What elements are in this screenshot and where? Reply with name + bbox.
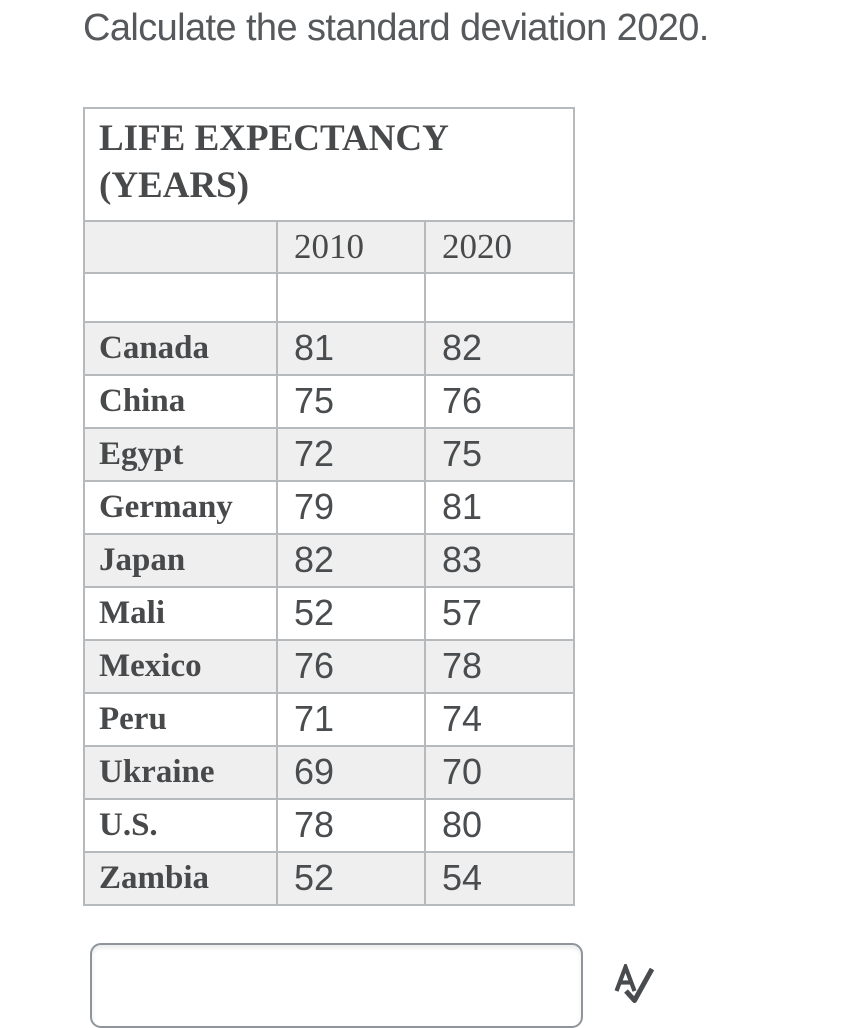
value-2020: 75 [423, 426, 576, 482]
value-2010: 82 [276, 532, 426, 588]
value-2010: 69 [276, 744, 426, 800]
country-label: Egypt [83, 426, 278, 482]
value-2020: 70 [423, 744, 576, 800]
empty-row [83, 271, 576, 323]
table-row-japan: Japan 82 83 [83, 532, 576, 588]
table-row-us: U.S. 78 80 [83, 797, 576, 853]
header-empty-cell [83, 219, 278, 274]
life-expectancy-table: LIFE EXPECTANCY (YEARS) 2010 2020 Canada… [82, 106, 576, 906]
value-2010: 75 [276, 373, 426, 429]
country-label: Zambia [83, 850, 278, 906]
table-row-egypt: Egypt 72 75 [83, 426, 576, 482]
spellcheck-icon [614, 961, 655, 1004]
table-row-zambia: Zambia 52 54 [83, 850, 576, 906]
table-row-ukraine: Ukraine 69 70 [83, 744, 576, 800]
table-row-china: China 75 76 [83, 373, 576, 429]
value-2010: 71 [276, 691, 426, 747]
value-2010: 76 [276, 638, 426, 694]
value-2020: 83 [423, 532, 576, 588]
country-label: Canada [83, 320, 278, 376]
country-label: U.S. [83, 797, 278, 853]
table-title: LIFE EXPECTANCY (YEARS) [82, 106, 576, 222]
table-row-mali: Mali 52 57 [83, 585, 576, 641]
country-label: Ukraine [83, 744, 278, 800]
country-label: Japan [83, 532, 278, 588]
value-2010: 81 [276, 320, 426, 376]
table-header-row: 2010 2020 [83, 219, 576, 274]
table-row-canada: Canada 81 82 [83, 320, 576, 376]
value-2020: 57 [423, 585, 576, 641]
value-2010: 78 [276, 797, 426, 853]
table-title-row: LIFE EXPECTANCY (YEARS) [82, 106, 576, 222]
table-row-germany: Germany 79 81 [83, 479, 576, 535]
value-2010: 52 [276, 850, 426, 906]
country-label: Mexico [83, 638, 278, 694]
value-2010: 72 [276, 426, 426, 482]
country-label: Peru [83, 691, 278, 747]
value-2020: 82 [423, 320, 576, 376]
value-2020: 54 [423, 850, 576, 906]
table-row-mexico: Mexico 76 78 [83, 638, 576, 694]
table-row-peru: Peru 71 74 [83, 691, 576, 747]
header-2020: 2020 [423, 219, 576, 274]
question-prompt: Calculate the standard deviation 2020. [83, 7, 709, 49]
value-2010: 79 [276, 479, 426, 535]
country-label: Mali [83, 585, 278, 641]
value-2020: 80 [423, 797, 576, 853]
country-label: Germany [83, 479, 278, 535]
header-2010: 2010 [276, 219, 426, 274]
value-2020: 76 [423, 373, 576, 429]
value-2020: 78 [423, 638, 576, 694]
value-2010: 52 [276, 585, 426, 641]
answer-input[interactable] [90, 942, 583, 1028]
country-label: China [83, 373, 278, 429]
value-2020: 74 [423, 691, 576, 747]
spellcheck-button[interactable] [614, 961, 655, 1006]
value-2020: 81 [423, 479, 576, 535]
answer-area [90, 942, 850, 1028]
